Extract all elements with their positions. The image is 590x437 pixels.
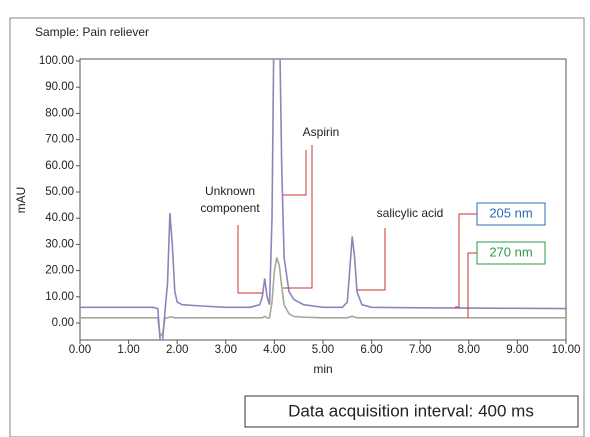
y-tick-label: 30.00	[45, 238, 74, 250]
x-tick-label: 3.00	[215, 344, 237, 356]
x-tick-label: 5.00	[312, 344, 334, 356]
annotation: Unknown	[205, 184, 255, 198]
y-axis-label: mAU	[14, 187, 28, 214]
plot-frame	[79, 58, 567, 341]
series-line	[80, 59, 566, 340]
note-box	[244, 395, 579, 428]
annotation: component	[200, 201, 260, 215]
y-tick-label: 90.00	[45, 81, 74, 93]
frame	[9, 17, 585, 437]
x-tick-label: 1.00	[117, 344, 139, 356]
y-tick-label: 20.00	[45, 265, 74, 277]
annotation: Aspirin	[303, 125, 340, 139]
leader	[237, 225, 263, 294]
subtitle: Sample: Pain reliever	[35, 25, 149, 39]
y-tick-label: 50.00	[45, 186, 74, 198]
x-tick-label: 0.00	[69, 344, 91, 356]
x-tick-label: 10.00	[552, 344, 581, 356]
y-tick-label: 40.00	[45, 212, 74, 224]
legend-label: 270 nm	[489, 244, 532, 259]
y-tick-label: 60.00	[45, 160, 74, 172]
legend-box	[476, 202, 546, 226]
leader	[455, 213, 477, 308]
x-axis-label: min	[313, 362, 332, 376]
x-tick-label: 9.00	[506, 344, 528, 356]
y-tick-label: 0.00	[52, 317, 74, 329]
series-line	[80, 257, 566, 338]
y-tick-label: 100.00	[39, 55, 74, 67]
x-tick-label: 7.00	[409, 344, 431, 356]
x-tick-label: 8.00	[458, 344, 480, 356]
y-tick-label: 80.00	[45, 107, 74, 119]
legend-label: 205 nm	[489, 205, 532, 220]
leader	[283, 150, 307, 196]
x-tick-label: 4.00	[263, 344, 285, 356]
leader	[283, 145, 313, 289]
leader	[357, 228, 386, 291]
x-tick-label: 6.00	[360, 344, 382, 356]
y-tick-label: 70.00	[45, 134, 74, 146]
y-tick-label: 10.00	[45, 291, 74, 303]
legend-box	[476, 241, 546, 265]
leader	[467, 252, 477, 318]
annotation: salicylic acid	[377, 206, 444, 220]
x-tick-label: 2.00	[166, 344, 188, 356]
note: Data acquisition interval: 400 ms	[288, 401, 534, 420]
